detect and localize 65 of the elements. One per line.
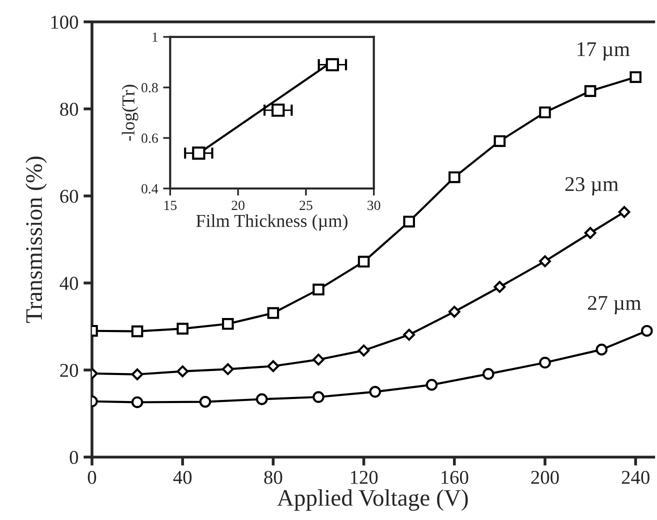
y-tick-label: 0.4 xyxy=(142,184,158,194)
point xyxy=(358,344,370,356)
x-tick-label: 15 xyxy=(164,200,177,210)
series-label: 27 µm xyxy=(588,296,642,314)
point xyxy=(369,386,382,398)
y-tick-label: 0.6 xyxy=(142,134,158,143)
x-axis-title: Film Thickness (µm) xyxy=(196,214,348,231)
point xyxy=(312,284,324,296)
point xyxy=(199,396,212,408)
point xyxy=(596,344,608,356)
point xyxy=(403,328,416,341)
x-tick-label: 200 xyxy=(531,470,559,484)
point xyxy=(584,85,596,97)
point xyxy=(222,363,234,376)
y-axis-title: -log(Tr) xyxy=(122,84,138,141)
y-tick-label: 100 xyxy=(51,16,78,29)
point xyxy=(131,396,144,408)
point xyxy=(641,324,653,337)
x-tick-label: 40 xyxy=(173,470,192,484)
point xyxy=(482,368,494,380)
y-tick-label: 0 xyxy=(70,450,78,464)
point xyxy=(131,325,144,338)
x-axis-title: Applied Voltage (V) xyxy=(277,489,468,511)
y-tick-label: 20 xyxy=(60,364,78,377)
series-label: 23 µm xyxy=(565,177,618,196)
point xyxy=(584,226,596,239)
point xyxy=(312,391,324,403)
x-tick-label: 120 xyxy=(350,470,378,484)
point xyxy=(131,368,144,380)
point xyxy=(630,71,642,84)
y-axis-title: Transmission (%) xyxy=(25,156,47,323)
point xyxy=(618,206,630,218)
series-label: 17 µm xyxy=(578,42,630,60)
point xyxy=(312,354,324,366)
y-tick-label: 80 xyxy=(60,102,78,116)
y-tick-label: 40 xyxy=(60,276,78,290)
point xyxy=(494,280,506,293)
point xyxy=(272,104,285,117)
point xyxy=(539,255,551,268)
point xyxy=(267,307,280,319)
x-tick-label: 240 xyxy=(622,470,650,484)
x-tick-label: 160 xyxy=(442,470,468,484)
point xyxy=(539,356,551,369)
point xyxy=(403,216,415,228)
point xyxy=(222,318,234,330)
point xyxy=(358,256,370,268)
x-tick-label: 0 xyxy=(88,470,96,484)
point xyxy=(448,306,460,318)
y-tick-label: 0.8 xyxy=(142,83,158,92)
y-tick-label: 60 xyxy=(60,190,78,203)
x-tick-label: 80 xyxy=(264,470,282,484)
point xyxy=(539,106,551,118)
point xyxy=(326,58,340,72)
point xyxy=(426,378,438,391)
point xyxy=(267,360,280,372)
x-tick-label: 30 xyxy=(368,200,380,210)
x-tick-label: 25 xyxy=(300,200,312,210)
point xyxy=(494,135,506,147)
y-tick-label: 1 xyxy=(152,32,158,42)
point xyxy=(176,322,188,335)
point xyxy=(256,393,268,406)
point xyxy=(176,365,189,378)
point xyxy=(448,171,460,184)
point xyxy=(192,146,206,160)
x-tick-label: 20 xyxy=(232,200,244,210)
